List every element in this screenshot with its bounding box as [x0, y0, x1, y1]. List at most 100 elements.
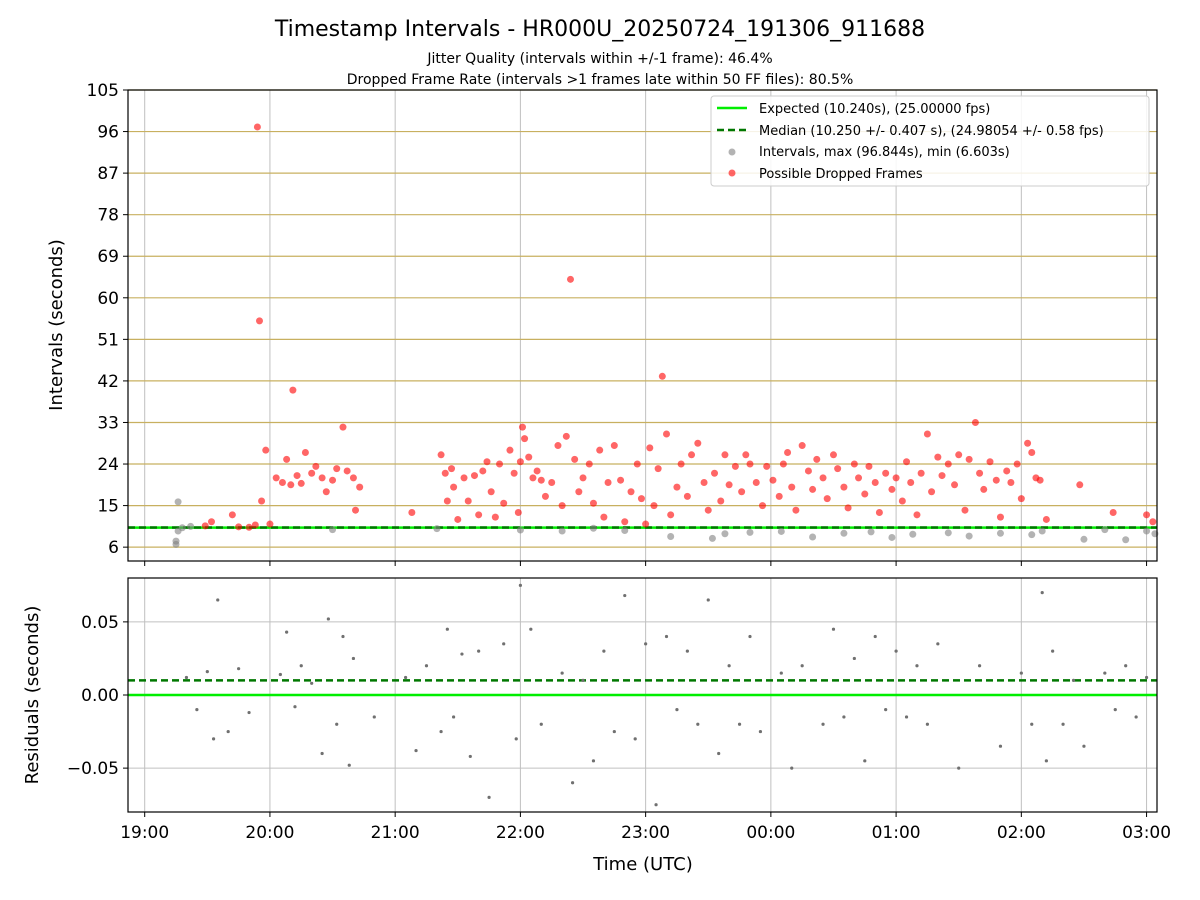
chart-subtitle-dropped: Dropped Frame Rate (intervals >1 frames … — [347, 72, 854, 88]
top-x-ticks — [144, 561, 1148, 566]
dropped-frame-point — [253, 123, 261, 131]
residual-point — [863, 759, 867, 763]
residual-point — [654, 803, 658, 807]
x-tick-label: 23:00 — [621, 823, 670, 843]
dropped-frame-point — [441, 469, 449, 477]
dropped-frame-point — [898, 497, 906, 505]
dropped-frame-point — [882, 469, 890, 477]
interval-point — [621, 527, 629, 535]
dropped-frame-point — [352, 506, 360, 514]
residual-point — [320, 751, 324, 756]
dropped-frame-point — [562, 432, 570, 440]
dropped-frame-point — [541, 492, 549, 500]
residual-point — [748, 634, 752, 639]
residual-point — [696, 722, 700, 726]
dropped-frame-point — [460, 474, 468, 482]
dropped-frame-point — [596, 446, 604, 454]
dropped-frame-point — [575, 488, 583, 496]
residual-point — [581, 678, 585, 682]
interval-point — [996, 529, 1004, 537]
dropped-frame-point — [516, 458, 524, 466]
residual-point — [299, 664, 303, 668]
top-y-tick-label: 6 — [108, 538, 119, 558]
dropped-frame-point — [928, 488, 936, 496]
interval-point — [944, 529, 952, 537]
top-y-tick-label: 69 — [97, 247, 119, 267]
interval-point — [433, 525, 441, 533]
dropped-frame-point — [322, 488, 330, 496]
residual-point — [894, 649, 898, 653]
residual-point — [842, 715, 846, 719]
dropped-frame-point — [717, 497, 725, 505]
bottom-reference-lines — [128, 679, 1157, 697]
dropped-frame-point — [443, 497, 451, 505]
dropped-frame-point — [955, 451, 963, 459]
residual-point — [237, 667, 241, 671]
residual-point — [852, 656, 856, 661]
dropped-frame-point — [871, 479, 879, 486]
top-scatter-points — [172, 123, 1159, 548]
dropped-frame-point — [658, 372, 666, 380]
residual-point — [278, 672, 282, 677]
dropped-frame-point — [1143, 511, 1151, 519]
dropped-frame-point — [1109, 509, 1117, 517]
legend-dropped-marker — [728, 169, 736, 177]
dropped-frame-point — [479, 467, 487, 475]
residual-point — [1051, 649, 1055, 653]
dropped-frame-point — [769, 476, 777, 484]
dropped-frame-point — [600, 513, 608, 521]
dropped-frame-point — [329, 476, 337, 484]
dropped-frame-point — [258, 497, 266, 505]
residual-point — [216, 598, 220, 602]
dropped-frame-point — [823, 495, 831, 503]
dropped-frame-point — [775, 492, 783, 500]
x-tick-label: 03:00 — [1122, 823, 1171, 843]
residual-point — [247, 710, 251, 715]
residual-point — [998, 744, 1003, 748]
dropped-frame-point — [487, 488, 495, 496]
dropped-frame-point — [1076, 481, 1084, 489]
dropped-frame-point — [491, 513, 499, 521]
dropped-frame-point — [500, 499, 508, 507]
dropped-frame-point — [934, 453, 942, 461]
dropped-frame-point — [694, 439, 702, 447]
residual-point — [1044, 759, 1048, 763]
top-y-axis-label: Intervals (seconds) — [46, 239, 67, 411]
dropped-frame-point — [1042, 515, 1050, 523]
residual-point — [602, 649, 606, 653]
dropped-frame-point — [923, 430, 931, 438]
dropped-frame-point — [742, 451, 750, 459]
dropped-frame-point — [996, 513, 1004, 521]
dropped-frame-point — [654, 465, 662, 473]
legend-intervals-label: Intervals, max (96.844s), min (6.603s) — [759, 145, 1010, 160]
dropped-frame-point — [855, 474, 863, 482]
top-panel: 6 15 24 33 42 51 60 69 78 87 96 105 Intervals (seco… — [46, 81, 1159, 566]
dropped-frame-point — [245, 523, 253, 531]
dropped-frame-point — [621, 518, 629, 526]
dropped-frame-point — [571, 455, 579, 463]
residual-point — [623, 593, 627, 598]
residual-point — [957, 766, 961, 770]
interval-point — [667, 533, 675, 541]
legend-median-label: Median (10.250 +/- 0.407 s), (24.98054 +… — [759, 124, 1104, 139]
dropped-frame-point — [677, 460, 685, 468]
dropped-frame-point — [938, 472, 946, 480]
dropped-frame-point — [312, 462, 320, 470]
dropped-frame-point — [804, 467, 812, 475]
residual-point — [936, 642, 940, 646]
dropped-frame-point — [297, 479, 305, 487]
residual-point — [1071, 678, 1076, 682]
bottom-y-tick-label: 0.05 — [81, 613, 119, 633]
dropped-frame-point — [266, 520, 274, 528]
x-tick-label: 20:00 — [245, 823, 294, 843]
dropped-frame-point — [888, 485, 896, 493]
dropped-frame-point — [917, 469, 925, 477]
dropped-frame-point — [844, 504, 852, 512]
residual-point — [211, 737, 216, 741]
interval-point — [329, 526, 337, 534]
top-y-tick-label: 105 — [87, 81, 119, 101]
interval-point — [1028, 531, 1036, 539]
dropped-frame-point — [518, 423, 526, 431]
dropped-frame-point — [721, 451, 729, 459]
residual-point — [195, 708, 199, 712]
